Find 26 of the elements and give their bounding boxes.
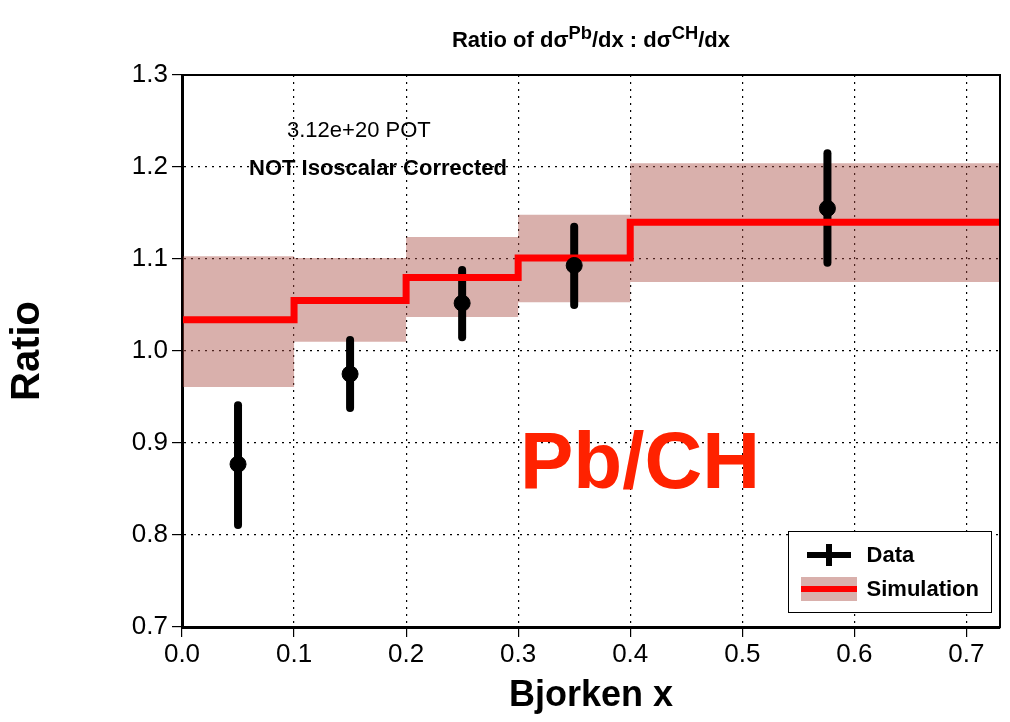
point <box>341 365 359 383</box>
y-tick-label: 1.1 <box>131 242 168 273</box>
x-tick-label: 0.3 <box>500 637 537 668</box>
annotation: NOT Isoscalar Corrected <box>249 155 507 181</box>
chart-title: Ratio of dσ$^{Pb}$/dx : dσ$^{CH}$/dx <box>451 22 731 54</box>
annotation: Pb/CH <box>520 415 760 507</box>
point <box>565 256 583 274</box>
x-tick-label: 0.4 <box>612 637 649 668</box>
legend-label: Data <box>866 542 915 568</box>
legend-label: Simulation <box>866 576 979 602</box>
annotation: 3.12e+20 POT <box>287 117 431 143</box>
x-tick-label: 0.1 <box>275 637 313 668</box>
y-tick-label: 0.8 <box>131 518 168 549</box>
x-tick-label: 0.5 <box>724 637 761 668</box>
point <box>229 455 247 473</box>
point <box>818 199 836 217</box>
x-tick-label: 0.2 <box>388 637 425 668</box>
x-tick-label: 0.7 <box>948 637 985 668</box>
y-tick-label: 1.2 <box>131 150 168 181</box>
point <box>453 294 471 312</box>
y-tick-label: 1.3 <box>131 58 168 89</box>
x-axis-title: Bjorken x <box>508 673 674 715</box>
y-axis-title: Ratio <box>3 301 48 401</box>
y-tick-label: 0.9 <box>131 426 168 457</box>
y-tick-label: 1.0 <box>131 334 168 365</box>
x-tick-label: 0.6 <box>836 637 873 668</box>
